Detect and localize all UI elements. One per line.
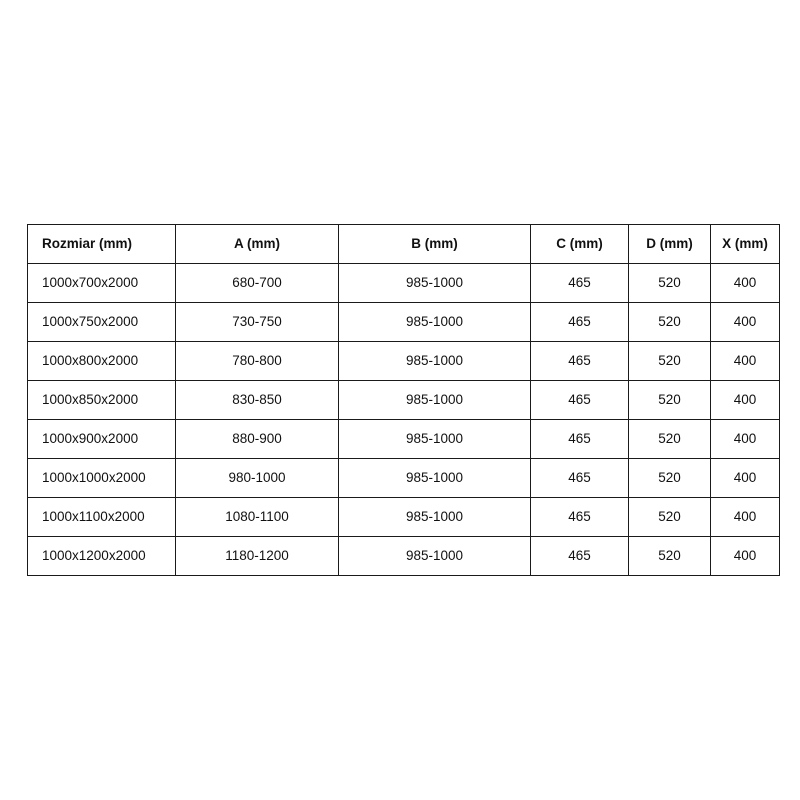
table-row: 1000x750x2000 730-750 985-1000 465 520 400 xyxy=(27,302,780,342)
cell-size: 1000x850x2000 xyxy=(27,380,176,420)
cell-a: 730-750 xyxy=(175,302,339,342)
cell-b: 985-1000 xyxy=(338,536,531,576)
cell-d: 520 xyxy=(628,341,711,381)
cell-x: 400 xyxy=(710,263,780,303)
cell-b: 985-1000 xyxy=(338,263,531,303)
cell-size: 1000x1000x2000 xyxy=(27,458,176,498)
column-header-a: A (mm) xyxy=(175,224,339,264)
column-header-c: C (mm) xyxy=(530,224,629,264)
table-header: Rozmiar (mm) A (mm) B (mm) C (mm) D (mm) X (m… xyxy=(27,224,780,264)
cell-a: 980-1000 xyxy=(175,458,339,498)
table-row: 1000x850x2000 830-850 985-1000 465 520 400 xyxy=(27,380,780,420)
cell-c: 465 xyxy=(530,536,629,576)
column-header-x: X (mm) xyxy=(710,224,780,264)
cell-size: 1000x900x2000 xyxy=(27,419,176,459)
cell-d: 520 xyxy=(628,536,711,576)
cell-x: 400 xyxy=(710,380,780,420)
column-header-d: D (mm) xyxy=(628,224,711,264)
cell-d: 520 xyxy=(628,419,711,459)
table-row: 1000x1200x2000 1180-1200 985-1000 465 520 400 xyxy=(27,536,780,576)
cell-c: 465 xyxy=(530,497,629,537)
table-body: 1000x700x2000 680-700 985-1000 465 520 400 100… xyxy=(27,263,780,576)
cell-size: 1000x700x2000 xyxy=(27,263,176,303)
cell-d: 520 xyxy=(628,497,711,537)
cell-x: 400 xyxy=(710,536,780,576)
cell-a: 1080-1100 xyxy=(175,497,339,537)
cell-a: 680-700 xyxy=(175,263,339,303)
cell-b: 985-1000 xyxy=(338,302,531,342)
cell-c: 465 xyxy=(530,341,629,381)
cell-d: 520 xyxy=(628,302,711,342)
cell-b: 985-1000 xyxy=(338,341,531,381)
table-row: 1000x700x2000 680-700 985-1000 465 520 400 xyxy=(27,263,780,303)
cell-b: 985-1000 xyxy=(338,419,531,459)
cell-c: 465 xyxy=(530,263,629,303)
cell-x: 400 xyxy=(710,302,780,342)
cell-d: 520 xyxy=(628,380,711,420)
cell-b: 985-1000 xyxy=(338,458,531,498)
cell-size: 1000x750x2000 xyxy=(27,302,176,342)
cell-x: 400 xyxy=(710,458,780,498)
cell-a: 880-900 xyxy=(175,419,339,459)
cell-c: 465 xyxy=(530,302,629,342)
column-header-size: Rozmiar (mm) xyxy=(27,224,176,264)
cell-d: 520 xyxy=(628,263,711,303)
table-row: 1000x800x2000 780-800 985-1000 465 520 400 xyxy=(27,341,780,381)
cell-c: 465 xyxy=(530,380,629,420)
cell-size: 1000x1100x2000 xyxy=(27,497,176,537)
cell-x: 400 xyxy=(710,341,780,381)
cell-d: 520 xyxy=(628,458,711,498)
table-header-row: Rozmiar (mm) A (mm) B (mm) C (mm) D (mm) X (m… xyxy=(27,224,780,264)
cell-a: 830-850 xyxy=(175,380,339,420)
table-row: 1000x900x2000 880-900 985-1000 465 520 400 xyxy=(27,419,780,459)
table-row: 1000x1000x2000 980-1000 985-1000 465 520 400 xyxy=(27,458,780,498)
cell-x: 400 xyxy=(710,419,780,459)
cell-b: 985-1000 xyxy=(338,380,531,420)
cell-a: 780-800 xyxy=(175,341,339,381)
cell-x: 400 xyxy=(710,497,780,537)
cell-c: 465 xyxy=(530,419,629,459)
cell-size: 1000x1200x2000 xyxy=(27,536,176,576)
dimensions-table: Rozmiar (mm) A (mm) B (mm) C (mm) D (mm) X (m… xyxy=(27,224,780,576)
table-row: 1000x1100x2000 1080-1100 985-1000 465 520 400 xyxy=(27,497,780,537)
cell-size: 1000x800x2000 xyxy=(27,341,176,381)
cell-c: 465 xyxy=(530,458,629,498)
cell-b: 985-1000 xyxy=(338,497,531,537)
column-header-b: B (mm) xyxy=(338,224,531,264)
cell-a: 1180-1200 xyxy=(175,536,339,576)
